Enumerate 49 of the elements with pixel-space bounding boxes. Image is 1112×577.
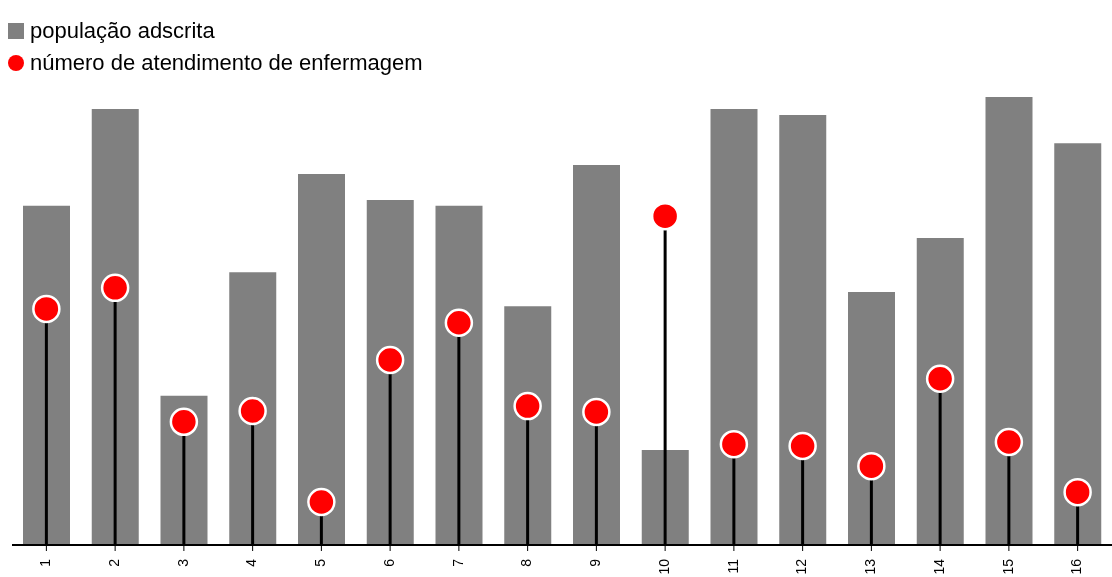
- x-tick-label: 14: [930, 558, 947, 575]
- bar: [573, 165, 620, 545]
- bar: [710, 109, 758, 545]
- point: [32, 294, 61, 324]
- bar: [298, 174, 345, 545]
- point: [1063, 477, 1092, 507]
- x-tick-label: 2: [105, 558, 122, 567]
- bar: [779, 114, 827, 545]
- bar: [366, 200, 414, 545]
- bar: [1054, 143, 1102, 545]
- point: [857, 451, 886, 481]
- x-tick-label: 15: [999, 558, 1016, 575]
- point: [100, 273, 130, 303]
- x-tick-label: 10: [655, 558, 672, 575]
- bar: [848, 291, 895, 545]
- x-tick-label: 8: [518, 558, 535, 567]
- x-tick-label: 1: [37, 558, 54, 567]
- bar: [435, 205, 483, 545]
- legend-label: população adscrita: [30, 16, 215, 45]
- bar: [641, 450, 689, 545]
- x-tick-label: 5: [312, 558, 329, 567]
- point: [650, 201, 680, 231]
- x-tick-label: 13: [862, 558, 879, 575]
- x-tick-label: 11: [724, 558, 741, 574]
- point: [375, 345, 405, 375]
- point: [994, 427, 1024, 457]
- point: [719, 429, 749, 459]
- x-tick-label: 6: [380, 558, 397, 567]
- x-tick-label: 12: [793, 558, 810, 575]
- bar: [91, 109, 139, 545]
- x-tick-label: 4: [243, 558, 260, 567]
- bar: [229, 272, 277, 545]
- legend-label: número de atendimento de enfermagem: [30, 48, 423, 77]
- point: [788, 431, 817, 461]
- x-tick-label: 9: [587, 558, 604, 567]
- bar: [916, 238, 964, 545]
- bar: [23, 205, 70, 545]
- point: [513, 391, 542, 421]
- point: [582, 397, 611, 427]
- point: [238, 396, 267, 426]
- bar: [504, 306, 552, 545]
- x-tick-label: 3: [174, 558, 191, 567]
- x-tick-label: 7: [449, 558, 466, 567]
- point: [307, 487, 336, 517]
- bar: [985, 97, 1033, 545]
- x-tick-label: 16: [1068, 558, 1085, 575]
- point: [169, 407, 199, 437]
- point: [444, 308, 474, 338]
- point: [925, 364, 955, 394]
